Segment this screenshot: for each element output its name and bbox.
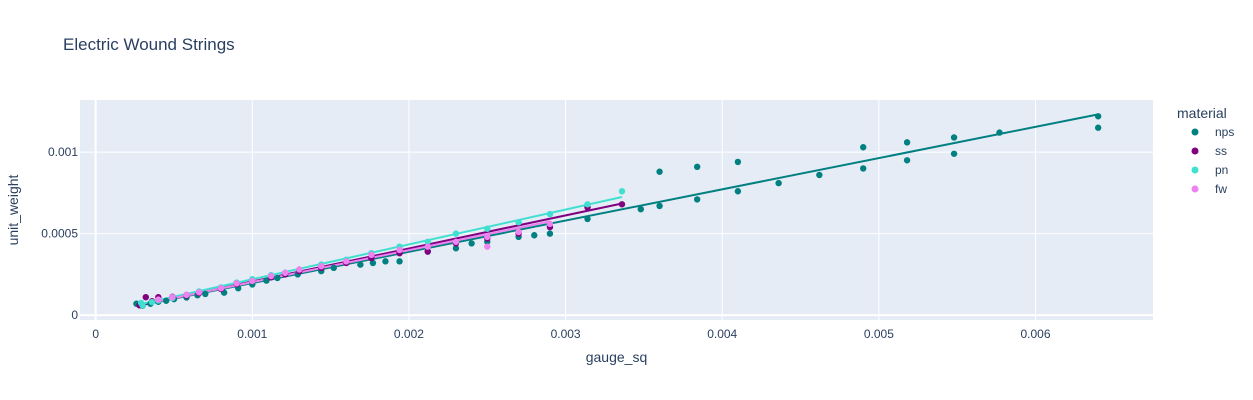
point-fw <box>484 233 491 241</box>
point-nps <box>369 259 377 267</box>
point-nps <box>637 205 644 213</box>
x-tick-label: 0.004 <box>707 327 737 341</box>
x-tick-label: 0.005 <box>864 327 894 341</box>
point-nps <box>903 157 911 164</box>
point-fw <box>169 293 176 301</box>
point-fw <box>484 243 491 250</box>
y-tick-labels: 0 0.0005 0.001 <box>41 145 78 322</box>
legend-item-fw[interactable]: fw <box>1215 182 1227 196</box>
point-fw <box>343 258 350 265</box>
point-fw <box>282 269 289 276</box>
point-nps <box>1094 124 1102 131</box>
legend-marker-pn <box>1191 166 1199 174</box>
chart-title: Electric Wound Strings <box>63 35 235 54</box>
y-tick-label: 0.0005 <box>41 227 78 241</box>
point-fw <box>368 251 375 259</box>
point-nps <box>693 163 701 171</box>
point-nps <box>734 188 742 195</box>
point-pn <box>452 230 460 237</box>
point-nps <box>382 258 389 265</box>
point-nps <box>693 196 701 203</box>
x-tick-labels: 0 0.001 0.002 0.003 0.004 0.005 0.006 <box>92 327 1051 341</box>
legend-item-pn[interactable]: pn <box>1215 163 1228 177</box>
point-pn <box>584 201 591 208</box>
x-tick-label: 0.003 <box>551 327 581 341</box>
y-tick-label: 0 <box>71 308 78 322</box>
legend-item-ss[interactable]: ss <box>1215 144 1227 158</box>
point-nps <box>860 165 867 172</box>
point-fw <box>195 289 203 296</box>
point-nps <box>734 158 742 166</box>
point-ss <box>618 201 626 208</box>
point-fw <box>546 220 554 228</box>
point-nps <box>546 230 554 237</box>
point-nps <box>860 144 867 151</box>
point-nps <box>816 171 823 179</box>
grid-lines <box>80 100 1153 320</box>
point-nps <box>357 261 364 268</box>
point-fw <box>233 280 240 287</box>
point-ss <box>142 293 149 301</box>
point-fw <box>267 272 275 280</box>
legend-item-nps[interactable]: nps <box>1215 125 1234 139</box>
point-pn <box>546 210 554 218</box>
point-nps <box>775 179 782 187</box>
point-nps <box>202 290 209 298</box>
point-nps <box>330 264 337 272</box>
point-nps <box>996 129 1003 136</box>
legend: material nps ss pn fw <box>1177 105 1234 196</box>
x-tick-label: 0.001 <box>237 327 267 341</box>
legend-marker-nps <box>1191 128 1199 136</box>
point-fw <box>217 285 225 292</box>
data-points <box>133 113 1102 309</box>
point-pn <box>148 298 156 306</box>
y-tick-label: 0.001 <box>48 145 78 159</box>
point-nps <box>162 297 170 304</box>
legend-marker-ss <box>1191 147 1199 155</box>
y-axis-title: unit_weight <box>5 174 21 245</box>
point-ss <box>424 248 431 255</box>
point-nps <box>1094 113 1102 120</box>
point-fw <box>249 277 256 285</box>
point-nps <box>656 168 663 175</box>
point-pn <box>515 219 522 226</box>
point-pn <box>424 238 431 245</box>
point-nps <box>903 139 911 146</box>
point-pn <box>484 225 491 232</box>
point-nps <box>274 274 281 282</box>
point-pn <box>618 188 626 195</box>
legend-marker-fw <box>1191 185 1199 193</box>
legend-title: material <box>1177 105 1227 121</box>
x-tick-label: 0.006 <box>1021 327 1051 341</box>
point-nps <box>396 258 403 265</box>
point-fw <box>424 243 431 250</box>
point-fw <box>155 296 162 303</box>
x-tick-label: 0.002 <box>394 327 424 341</box>
point-nps <box>531 232 538 239</box>
x-tick-label: 0 <box>92 327 99 341</box>
point-nps <box>656 202 663 210</box>
point-nps <box>263 277 270 284</box>
point-nps <box>950 150 958 157</box>
point-fw <box>296 266 303 273</box>
point-nps <box>584 215 591 223</box>
point-nps <box>452 245 460 252</box>
point-fw <box>318 263 325 270</box>
point-fw <box>396 246 403 254</box>
x-axis-title: gauge_sq <box>586 349 648 365</box>
point-fw <box>515 228 522 236</box>
point-pn <box>139 302 146 309</box>
point-fw <box>452 238 460 245</box>
point-nps <box>468 240 475 247</box>
point-fw <box>183 291 190 298</box>
point-nps <box>950 134 958 141</box>
